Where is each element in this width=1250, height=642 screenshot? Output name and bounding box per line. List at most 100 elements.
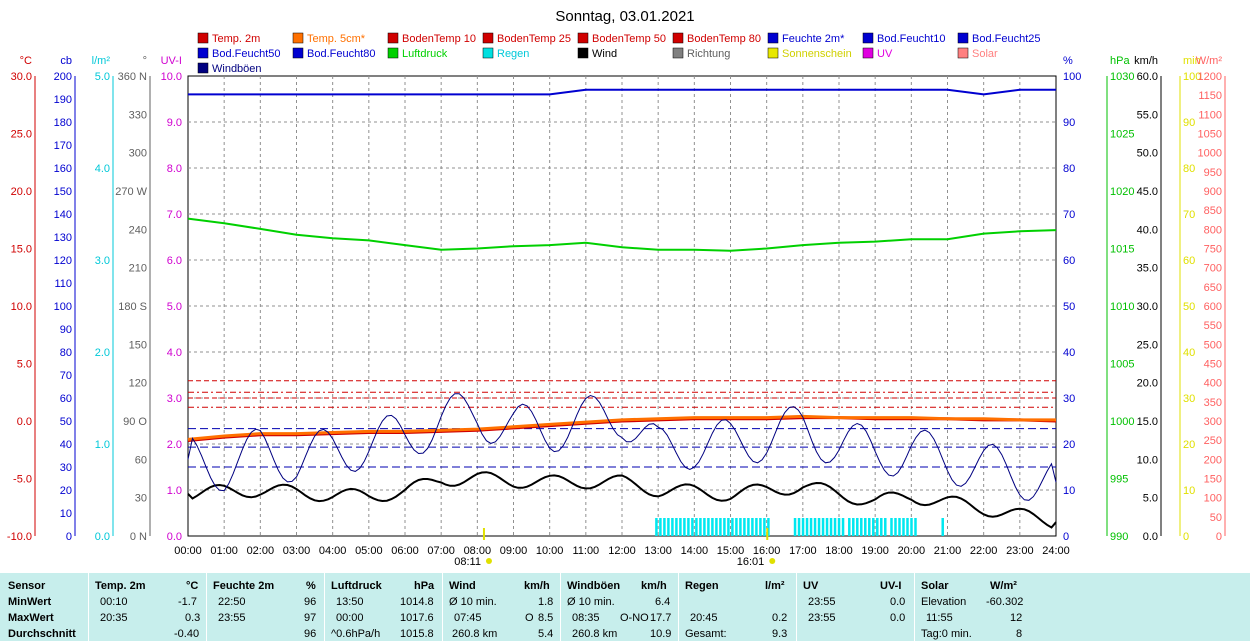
rain-bar (671, 518, 674, 536)
rain-bar (825, 518, 829, 536)
row-label-max: MaxWert (8, 612, 54, 624)
legend-swatch (577, 32, 589, 44)
rain-bar (747, 518, 750, 536)
rain-bar (884, 518, 887, 536)
axis-tick-label: 20 (1183, 439, 1195, 451)
rain-bar (683, 518, 686, 536)
uv-unit: UV-I (880, 580, 902, 592)
hum-head: Feuchte 2m (213, 580, 275, 592)
press-max-time: 00:00 (336, 612, 364, 624)
legend-label: BodenTemp 10 (402, 33, 476, 45)
press-head: Luftdruck (331, 580, 382, 592)
rain-bar (655, 518, 658, 536)
rain-bar (667, 518, 670, 536)
uv-max-time: 23:55 (808, 612, 836, 624)
solar-unit: W/m² (990, 580, 1017, 592)
x-tick-label: 22:00 (970, 545, 998, 557)
uv-head: UV (803, 580, 819, 592)
wind-head: Wind (449, 580, 476, 592)
axis-tick-label: 1.0 (167, 485, 182, 497)
hum-unit: % (306, 580, 316, 592)
axis-unit: % (1063, 55, 1073, 67)
axis-tick-label: 90 (60, 324, 72, 336)
x-tick-label: 13:00 (644, 545, 672, 557)
axis-tick-label: 70 (1063, 209, 1075, 221)
series-line-temp-5cm- (187, 414, 1056, 441)
rain-bar (691, 518, 694, 536)
axis-tick-label: 5.0 (167, 301, 182, 313)
axis-tick-label: 400 (1204, 378, 1222, 390)
axis-tick-label: 40.0 (1137, 224, 1158, 236)
axis-tick-label: 6.0 (167, 255, 182, 267)
axis-tick-label: 0 N (130, 531, 147, 543)
rain-bar (739, 518, 742, 536)
rain-bar (755, 518, 758, 536)
axis-tick-label: 30 (60, 462, 72, 474)
axis-tick-label: 55.0 (1137, 109, 1158, 121)
rain-bar (699, 518, 702, 536)
wind-max-dir: O (525, 612, 534, 624)
axis-tick-label: 900 (1204, 186, 1222, 198)
uv-min-time: 23:55 (808, 596, 836, 608)
axis-tick-label: 1010 (1110, 301, 1134, 313)
stats-table: Sensor MinWert MaxWert Durchschnitt Temp… (0, 573, 1250, 641)
gust-unit: km/h (641, 580, 667, 592)
temp-unit: °C (186, 580, 199, 592)
legend-label: UV (877, 48, 893, 60)
legend: Temp. 2m Temp. 5cm* BodenTemp 10 BodenTemp … (197, 32, 1041, 75)
x-tick-label: 10:00 (536, 545, 564, 557)
axis-tick-label: 0.0 (1143, 531, 1158, 543)
axis-tick-label: 90 (1183, 117, 1195, 129)
axis-tick-label: 180 (54, 117, 72, 129)
legend-swatch (292, 47, 304, 59)
axis-tick-label: 100 (1183, 71, 1201, 83)
legend-label: Windböen (212, 63, 262, 75)
x-tick-label: 15:00 (717, 545, 745, 557)
hum-max-val: 97 (304, 612, 317, 624)
rain-bar (890, 518, 893, 536)
axis-tick-label: 60 (1183, 255, 1195, 267)
x-tick-label: 21:00 (934, 545, 962, 557)
axis-tick-label: 8.0 (167, 163, 182, 175)
rain-bar (902, 518, 905, 536)
sunset-label: 16:01 (737, 556, 765, 568)
temp-min-time: 00:10 (100, 596, 128, 608)
rain-bar (817, 518, 821, 536)
rain-bar (695, 518, 698, 536)
sunrise-icon (485, 558, 492, 564)
rain-bar (743, 518, 746, 536)
axis-tick-label: 1030 (1110, 71, 1134, 83)
rain-bar (894, 518, 897, 536)
legend-swatch (197, 47, 209, 59)
axis-tick-label: 100 (1204, 493, 1222, 505)
axis-tick-label: 20.0 (1137, 378, 1158, 390)
axis-tick-label: 70 (60, 370, 72, 382)
axis-tick-label: 180 S (118, 301, 147, 313)
axis-tick-label: 1.0 (95, 439, 110, 451)
legend-swatch (482, 47, 494, 59)
axis-tick-label: 1005 (1110, 359, 1134, 371)
rain-bar (731, 518, 734, 536)
rain-bar (735, 518, 738, 536)
axis-tick-label: 140 (54, 209, 72, 221)
axes: °C 30.0 25.0 20.0 15.0 10.0 5.0 0.0 -5.0 -10.0 cb 2… (7, 55, 1226, 543)
solar-elevation-val: -60.302 (986, 596, 1024, 608)
press-min-val: 1014.8 (400, 596, 434, 608)
axis-unit: W/m² (1196, 55, 1223, 67)
x-tick-label: 08:00 (464, 545, 492, 557)
axis-tick-label: 120 (54, 255, 72, 267)
axis-tick-label: 60.0 (1137, 71, 1158, 83)
gust-max-dir: O-NO (620, 612, 649, 624)
series-line-wind (187, 471, 1057, 529)
axis-tick-label: 1200 (1198, 71, 1222, 83)
axis-tick-label: 270 W (115, 186, 147, 198)
axis-tick-label: 240 (129, 224, 147, 236)
axis-tick-label: 150 (54, 186, 72, 198)
axis-tick-label: 10 (1063, 485, 1075, 497)
rain-bar (848, 518, 851, 536)
rain-bar (659, 518, 662, 536)
x-tick-label: 02:00 (247, 545, 275, 557)
x-tick-label: 11:00 (572, 545, 599, 557)
gust-head: Windböen (567, 580, 621, 592)
rain-bar (715, 518, 718, 536)
